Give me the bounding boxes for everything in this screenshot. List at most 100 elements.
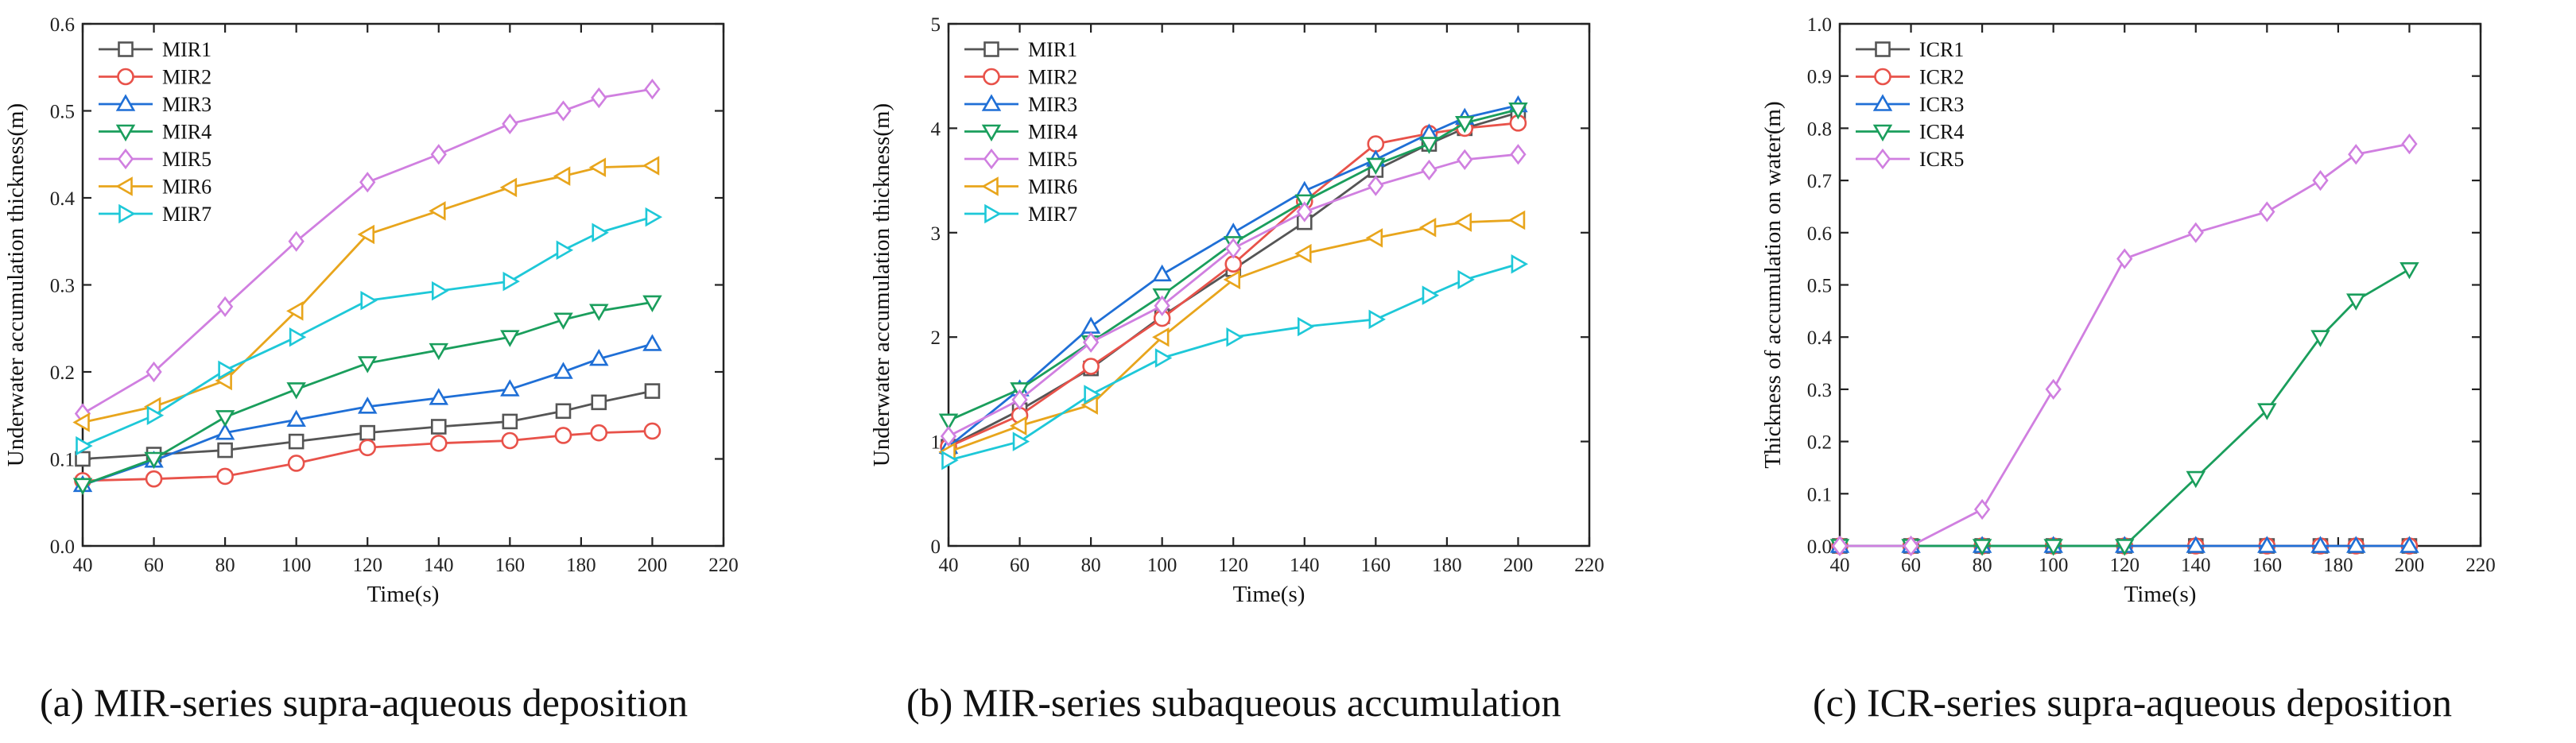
- legend-marker: [1872, 94, 1893, 111]
- y-tick-label: 0.9: [1807, 67, 1832, 88]
- data-point: [2346, 293, 2366, 311]
- series-mir7: [76, 207, 663, 456]
- data-point: [72, 412, 90, 432]
- data-point: [1154, 295, 1170, 316]
- chart-a: 40 60 80 100 120 140 160 180 200 220 0.0 0.1 0.2 0.3 0…: [3, 14, 739, 607]
- data-point: [1080, 316, 1101, 334]
- data-point: [1455, 116, 1475, 134]
- legend-marker: [118, 203, 136, 224]
- x-tick-label: 120: [1218, 555, 1248, 576]
- series-line: [948, 262, 1519, 462]
- x-tick-label: 200: [638, 555, 668, 576]
- data-point: [359, 424, 376, 441]
- legend-label: ICR1: [1919, 38, 1964, 61]
- data-point: [2257, 536, 2277, 553]
- x-tick-label: 40: [1830, 555, 1850, 576]
- x-tick-label: 80: [215, 555, 235, 576]
- data-point: [502, 413, 518, 430]
- x-tick-label: 40: [73, 555, 93, 576]
- x-tick-label: 100: [1147, 555, 1177, 576]
- legend-marker: [115, 124, 136, 142]
- data-point: [215, 423, 235, 440]
- legend-label: MIR6: [162, 176, 211, 199]
- legend-marker: [117, 148, 134, 170]
- legend-marker: [1874, 148, 1891, 170]
- legend-label: MIR1: [162, 38, 211, 61]
- series-line: [948, 122, 1519, 448]
- data-point: [360, 290, 378, 311]
- x-tick-label: 120: [352, 555, 382, 576]
- data-point: [429, 434, 448, 452]
- series-line: [948, 108, 1519, 422]
- data-point: [2186, 536, 2206, 553]
- plot-frame: [947, 22, 1591, 548]
- legend-label: MIR3: [1028, 93, 1077, 116]
- series-line: [948, 104, 1519, 448]
- data-point: [286, 409, 306, 428]
- x-tick-label: 80: [1081, 555, 1101, 576]
- y-tick-label: 5: [931, 14, 941, 36]
- y-tick-label: 0.3: [1807, 380, 1832, 401]
- data-point: [1011, 389, 1028, 411]
- data-point: [1421, 159, 1437, 181]
- series-line: [82, 389, 653, 460]
- data-point: [76, 435, 93, 456]
- x-tick-label: 160: [495, 555, 526, 576]
- legend-marker: [1872, 124, 1893, 142]
- data-point: [1419, 137, 1439, 154]
- series-mir6: [938, 210, 1526, 462]
- series-mir4: [938, 102, 1528, 431]
- legend-marker: [1874, 68, 1891, 86]
- data-point: [1511, 253, 1529, 274]
- data-point: [499, 177, 518, 198]
- data-point: [642, 156, 660, 176]
- data-point: [1297, 316, 1315, 337]
- data-point: [359, 172, 376, 193]
- data-point: [429, 201, 446, 221]
- legend-marker: [983, 68, 1000, 86]
- y-tick-label: 0.1: [50, 450, 75, 471]
- series-line: [82, 342, 653, 486]
- data-point: [553, 166, 571, 186]
- data-point: [288, 230, 305, 252]
- y-tick-label: 0.4: [1807, 327, 1833, 349]
- data-point: [1508, 102, 1528, 120]
- legend-marker: [981, 124, 1002, 142]
- data-point: [1457, 149, 1473, 170]
- legend-label: MIR7: [1028, 203, 1077, 226]
- data-point: [215, 370, 232, 391]
- legend-label: ICR2: [1919, 66, 1964, 89]
- series-icr5: [1831, 133, 2418, 557]
- x-tick-label: 140: [424, 555, 454, 576]
- data-point: [1012, 431, 1030, 451]
- x-tick-label: 180: [2323, 555, 2353, 576]
- chart-b: 40 60 80 100 120 140 160 180 200 220 0 1 2 3 4 5 Time(s)…: [869, 14, 1604, 607]
- data-point: [1294, 243, 1312, 264]
- data-point: [1152, 327, 1170, 347]
- y-tick-label: 0.7: [1807, 171, 1832, 192]
- series-icr4: [1829, 261, 2419, 556]
- legend-label: MIR5: [162, 148, 211, 171]
- y-tick-label: 0.2: [1807, 432, 1832, 454]
- data-point: [642, 334, 662, 351]
- data-point: [1454, 212, 1472, 232]
- series-mir6: [72, 156, 660, 432]
- data-point: [145, 470, 163, 488]
- y-tick-label: 2: [931, 327, 941, 349]
- data-point: [938, 413, 959, 431]
- data-point: [555, 403, 572, 420]
- x-axis-label: Time(s): [367, 582, 440, 607]
- y-tick-label: 0.1: [1807, 484, 1832, 505]
- legend-label: MIR2: [162, 66, 211, 89]
- legend: MIR1 MIR2 MIR3 MIR4 MIR5 MIR6 MIR7: [99, 38, 211, 226]
- legend-label: MIR4: [162, 121, 211, 144]
- data-point: [554, 427, 572, 444]
- legend: MIR1 MIR2 MIR3 MIR4 MIR5 MIR6 MIR7: [964, 38, 1077, 226]
- data-point: [2312, 169, 2329, 192]
- data-point: [287, 455, 305, 472]
- data-point: [553, 312, 573, 330]
- data-point: [2399, 536, 2419, 553]
- data-point: [940, 425, 957, 447]
- data-point: [1422, 285, 1440, 305]
- y-tick-label: 0.4: [50, 188, 76, 210]
